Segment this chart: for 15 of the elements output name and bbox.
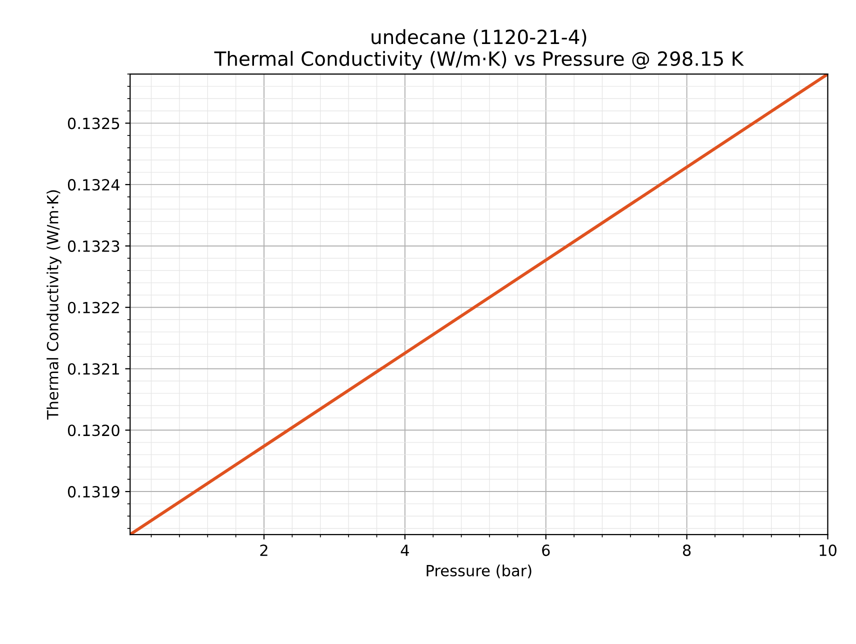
x-tick-label: 6 — [542, 544, 550, 556]
y-tick-label: 0.1325 — [68, 118, 120, 130]
y-tick-label: 0.1321 — [68, 363, 119, 375]
y-tick-label: 0.1322 — [68, 302, 119, 314]
y-axis-title: Thermal Conductivity (W/m·K) — [46, 190, 62, 420]
y-tick-label: 0.1324 — [68, 179, 120, 191]
x-tick-label: 4 — [400, 544, 409, 556]
x-tick-label: 2 — [260, 544, 268, 556]
y-tick-label: 0.1323 — [68, 240, 120, 252]
chart-title: undecane (1120-21-4) Thermal Conductivity (W/m·K) vs Pressure @ 298.15 K — [214, 29, 744, 70]
y-tick-label: 0.1319 — [68, 486, 120, 498]
x-tick-label: 10 — [820, 544, 836, 556]
y-tick-label: 0.1320 — [68, 424, 120, 436]
x-tick-label: 8 — [682, 544, 691, 556]
x-axis-title: Pressure (bar) — [426, 564, 532, 578]
